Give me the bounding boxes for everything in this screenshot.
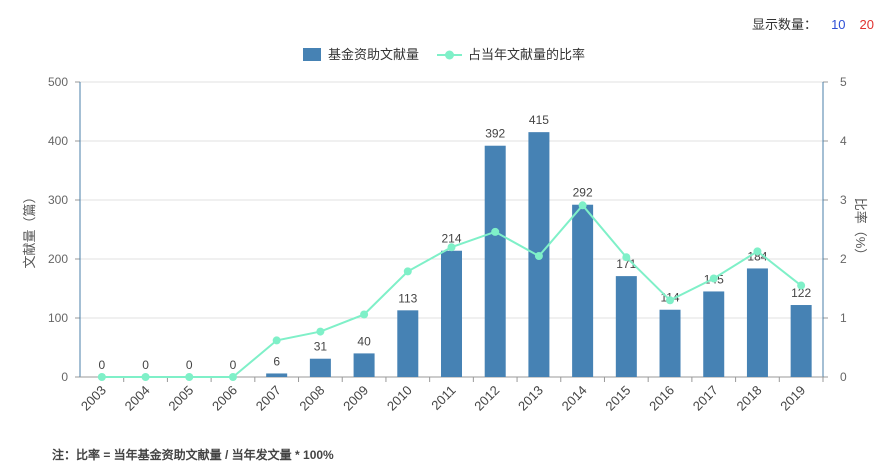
x-tick-label: 2017 <box>690 383 721 414</box>
bar-data-label: 171 <box>616 257 636 271</box>
ratio-point <box>797 281 806 290</box>
y-tick-label-right: 4 <box>840 134 847 148</box>
ratio-point <box>753 247 762 256</box>
x-tick-label: 2005 <box>165 383 196 414</box>
x-tick-label: 2011 <box>428 383 458 413</box>
ratio-point <box>403 267 412 276</box>
ratio-point <box>622 253 631 262</box>
x-tick-label: 2019 <box>777 383 808 414</box>
x-tick-label: 2007 <box>253 383 284 414</box>
ratio-point <box>578 201 587 210</box>
y-tick-label-right: 2 <box>840 252 847 266</box>
display-count-option-20[interactable]: 20 <box>859 17 874 32</box>
bar-data-label: 0 <box>186 358 193 372</box>
x-tick-label: 2014 <box>559 383 590 414</box>
x-tick-label: 2003 <box>78 383 109 414</box>
bar <box>615 276 637 377</box>
bar <box>659 309 681 377</box>
y-tick-label-right: 1 <box>840 311 847 325</box>
legend-label-line: 占当年文献量的比率 <box>468 47 585 62</box>
bar-data-label: 415 <box>529 113 549 127</box>
bar <box>441 250 462 377</box>
y-tick-label-left: 400 <box>48 134 68 148</box>
y-tick-label-left: 500 <box>48 75 68 89</box>
bar-data-label: 113 <box>398 291 417 305</box>
bar-data-label: 292 <box>573 186 593 200</box>
x-tick-label: 2013 <box>515 383 546 414</box>
bar-data-label: 40 <box>357 334 371 348</box>
bar-data-label: 392 <box>485 127 505 141</box>
footnote: 注：比率 = 当年基金资助文献量 / 当年发文量 * 100% <box>52 448 334 462</box>
y-tick-label-left: 0 <box>61 370 68 384</box>
bar <box>266 373 288 377</box>
legend-swatch-bar <box>303 48 321 61</box>
ratio-point <box>534 252 543 261</box>
bar-data-label: 6 <box>273 354 280 368</box>
ratio-point <box>228 373 237 381</box>
bar <box>572 204 594 377</box>
y-tick-label-left: 300 <box>48 193 68 207</box>
y-axis-right-title: 比率（%） <box>853 198 868 262</box>
x-tick-label: 2012 <box>471 383 502 414</box>
bar <box>703 291 725 377</box>
bar-data-label: 0 <box>230 358 237 372</box>
bar-data-label: 0 <box>142 358 149 372</box>
ratio-point <box>272 336 281 345</box>
legend-label-bar: 基金资助文献量 <box>328 47 419 62</box>
ratio-point <box>360 310 369 319</box>
ratio-point <box>447 243 456 252</box>
y-tick-label-left: 200 <box>48 252 68 266</box>
x-tick-label: 2010 <box>384 383 415 414</box>
ratio-point <box>141 373 150 381</box>
display-count-label: 显示数量： <box>752 17 818 32</box>
bar <box>309 358 331 377</box>
bar <box>484 145 506 377</box>
x-tick-label: 2015 <box>602 383 633 414</box>
y-tick-label-left: 100 <box>48 311 68 325</box>
x-tick-label: 2009 <box>340 383 371 414</box>
x-tick-label: 2006 <box>209 383 240 414</box>
ratio-point <box>491 227 500 236</box>
bar-data-label: 184 <box>747 249 767 263</box>
x-tick-label: 2016 <box>646 383 677 414</box>
ratio-point <box>97 373 106 381</box>
bar <box>397 310 419 377</box>
x-tick-label: 2004 <box>122 383 153 414</box>
ratio-point <box>316 327 325 336</box>
ratio-point <box>709 274 718 283</box>
ratio-point <box>666 296 675 305</box>
ratio-point <box>185 373 194 381</box>
legend-swatch-point <box>445 50 454 60</box>
x-tick-label: 2018 <box>734 383 765 414</box>
display-count-control: 显示数量： 10 20 <box>752 14 874 33</box>
y-tick-label-right: 0 <box>840 370 847 384</box>
bar-data-label: 31 <box>314 340 328 354</box>
bar <box>746 268 768 377</box>
bar-data-label: 122 <box>791 286 811 300</box>
y-tick-label-right: 5 <box>840 75 847 89</box>
y-axis-left-title: 文献量（篇） <box>22 190 37 268</box>
bar-data-label: 0 <box>99 358 106 372</box>
x-tick-label: 2008 <box>296 383 327 414</box>
display-count-option-10[interactable]: 10 <box>831 17 846 32</box>
bar <box>790 305 812 377</box>
bar <box>353 353 375 377</box>
bar-data-label: 214 <box>441 232 461 246</box>
y-tick-label-right: 3 <box>840 193 847 207</box>
